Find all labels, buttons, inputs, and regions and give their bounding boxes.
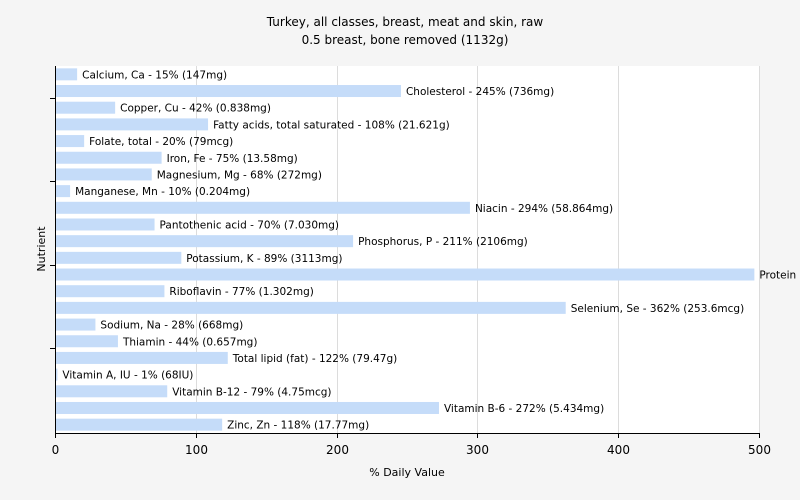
- chart-title: Turkey, all classes, breast, meat and sk…: [266, 15, 544, 29]
- bar-label: Total lipid (fat) - 122% (79.47g): [232, 353, 397, 365]
- bar-label: Iron, Fe - 75% (13.58mg): [167, 153, 298, 165]
- x-tick-label: 400: [607, 443, 630, 457]
- x-tick-labels: 0 100 200 300 400 500: [52, 443, 771, 457]
- x-tick-label: 300: [466, 443, 489, 457]
- y-axis-title: Nutrient: [35, 226, 48, 272]
- bar-label: Vitamin B-12 - 79% (4.75mcg): [172, 386, 331, 398]
- bar: [56, 85, 401, 98]
- bar-label: Protein - 496% (247.79g): [759, 270, 800, 282]
- bar: [56, 351, 228, 364]
- bar: [56, 285, 165, 298]
- bar-label: Riboflavin - 77% (1.302mg): [169, 286, 313, 298]
- bar: [56, 301, 566, 314]
- bar: [56, 235, 354, 248]
- bars-group: [56, 68, 755, 431]
- axes-group: [50, 66, 760, 438]
- bar: [56, 185, 71, 198]
- bar-label: Magnesium, Mg - 68% (272mg): [157, 169, 322, 181]
- bar-label: Niacin - 294% (58.864mg): [475, 203, 613, 215]
- bar-label: Calcium, Ca - 15% (147mg): [82, 69, 227, 81]
- bar: [56, 168, 152, 181]
- bar-label: Manganese, Mn - 10% (0.204mg): [75, 186, 250, 198]
- x-tick-label: 100: [185, 443, 208, 457]
- bar-label: Sodium, Na - 28% (668mg): [100, 320, 243, 332]
- bar: [56, 68, 78, 81]
- bar: [56, 418, 223, 431]
- bar-label: Selenium, Se - 362% (253.6mcg): [571, 303, 745, 315]
- bar-label: Fatty acids, total saturated - 108% (21.…: [213, 119, 450, 131]
- bar-label: Vitamin A, IU - 1% (68IU): [62, 370, 193, 382]
- bar: [56, 401, 439, 414]
- bar: [56, 268, 755, 281]
- bar-labels-group: Calcium, Ca - 15% (147mg) Cholesterol - 2…: [62, 69, 800, 431]
- x-tick-label: 200: [326, 443, 349, 457]
- bar: [56, 385, 168, 398]
- bar: [56, 135, 85, 148]
- x-tick-label: 0: [52, 443, 60, 457]
- bar: [56, 151, 162, 164]
- bar-label: Potassium, K - 89% (3113mg): [186, 253, 342, 265]
- x-axis-title: % Daily Value: [369, 466, 445, 479]
- bar: [56, 368, 58, 381]
- bar-label: Zinc, Zn - 118% (17.77mg): [227, 420, 369, 432]
- bar-label: Copper, Cu - 42% (0.838mg): [120, 103, 271, 115]
- x-tick-label: 500: [748, 443, 771, 457]
- bar: [56, 251, 182, 264]
- bar-label: Folate, total - 20% (79mcg): [89, 136, 233, 148]
- bar-label: Cholesterol - 245% (736mg): [406, 86, 554, 98]
- bar: [56, 318, 96, 331]
- bar: [56, 118, 209, 131]
- bar-label: Phosphorus, P - 211% (2106mg): [358, 236, 528, 248]
- bar: [56, 218, 155, 231]
- bar: [56, 101, 116, 114]
- bar-label: Pantothenic acid - 70% (7.030mg): [160, 219, 339, 231]
- bar-label: Thiamin - 44% (0.657mg): [122, 336, 258, 348]
- bar: [56, 335, 118, 348]
- bar-label: Vitamin B-6 - 272% (5.434mg): [444, 403, 604, 415]
- chart-subtitle: 0.5 breast, bone removed (1132g): [302, 33, 509, 47]
- bar: [56, 201, 470, 214]
